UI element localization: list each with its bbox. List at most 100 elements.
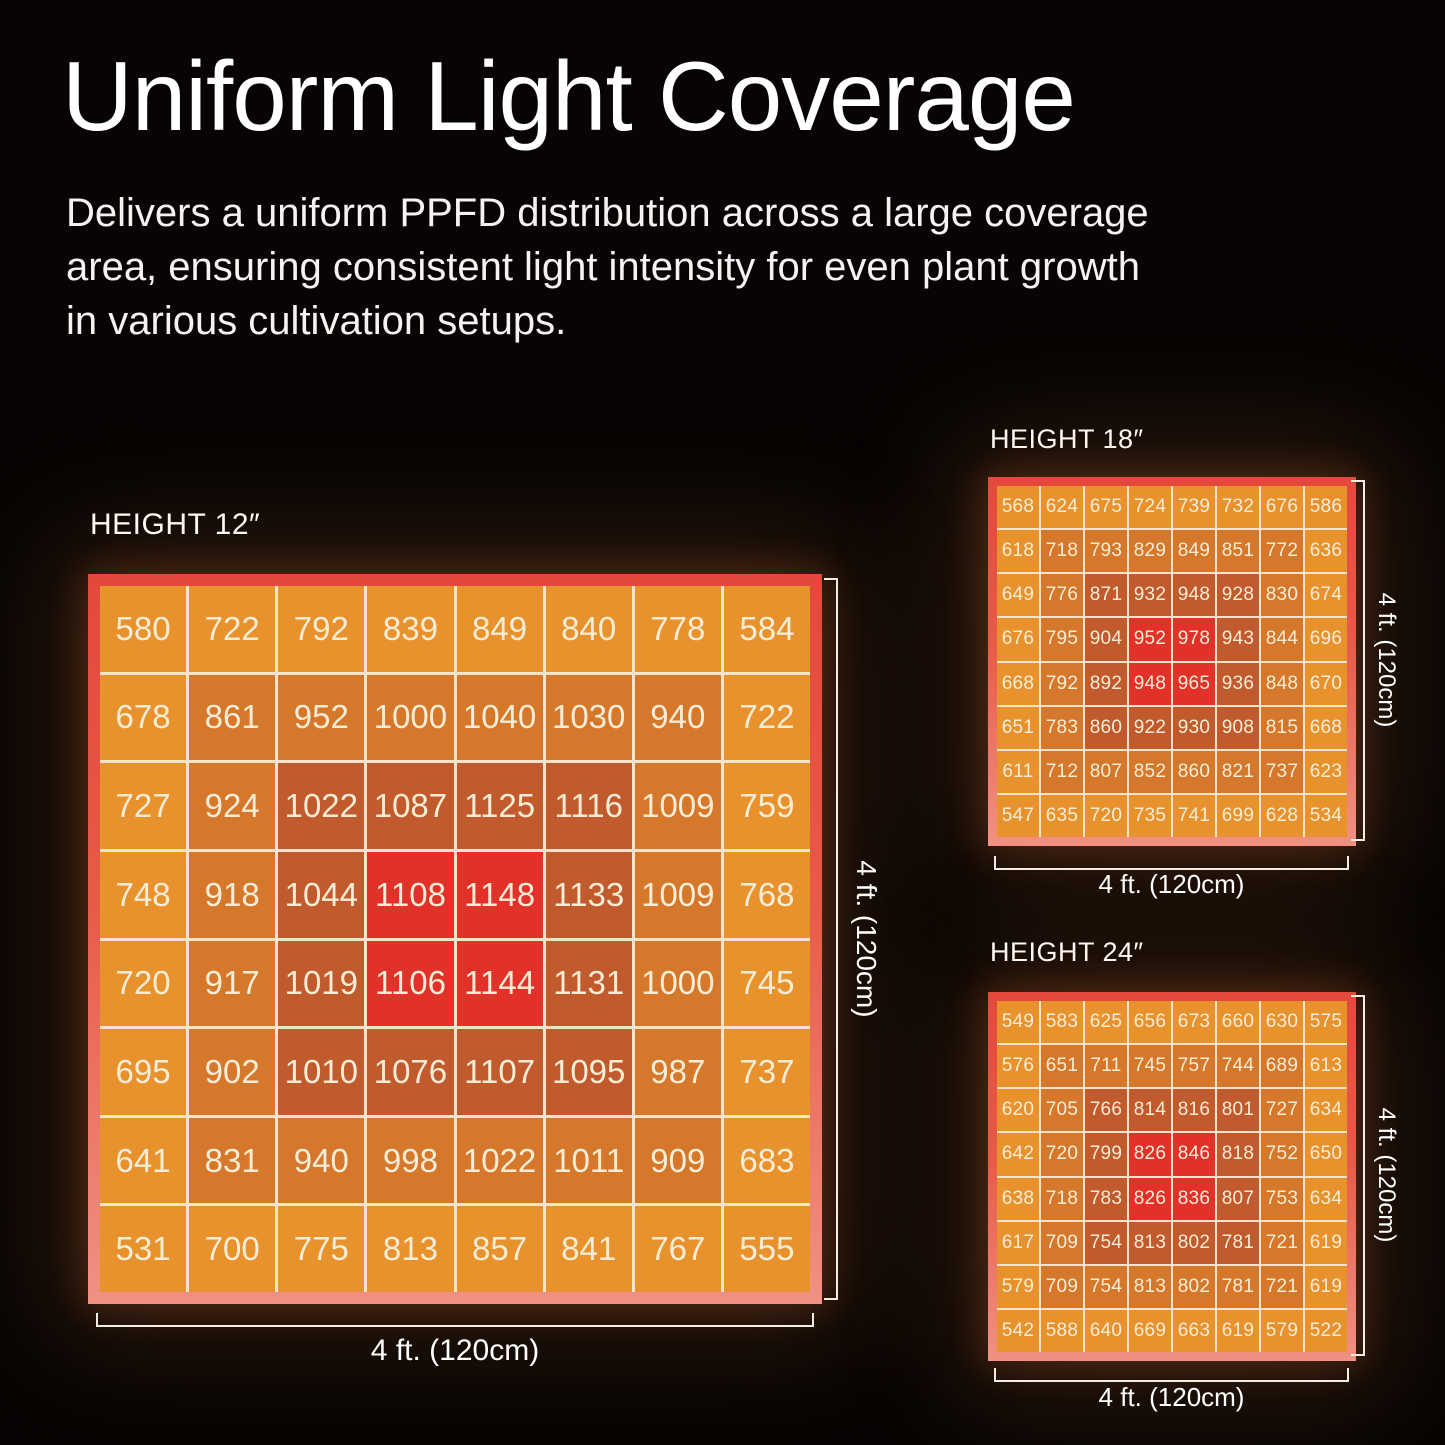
ppfd-cell: 737 (1261, 750, 1303, 793)
ppfd-cell: 579 (997, 1265, 1039, 1308)
ppfd-cell: 619 (1305, 1265, 1347, 1308)
ppfd-cell: 727 (100, 763, 187, 849)
ppfd-cell: 676 (1261, 486, 1303, 529)
ppfd-cell: 660 (1217, 1001, 1259, 1044)
ppfd-cell: 772 (1261, 530, 1303, 573)
ppfd-cell: 676 (997, 618, 1039, 661)
ppfd-cell: 766 (1085, 1089, 1127, 1132)
ppfd-cell: 1022 (278, 763, 365, 849)
ppfd-cell: 711 (1085, 1045, 1127, 1088)
ppfd-cell: 1019 (278, 940, 365, 1027)
ppfd-cell: 634 (1305, 1177, 1347, 1220)
ppfd-grid-height-18: 568 624 675 724 739 732 676 586 618 718 793 829 849 8… (997, 486, 1347, 837)
ppfd-cell: 699 (1217, 794, 1259, 837)
ppfd-cell: 721 (1261, 1265, 1303, 1308)
ppfd-cell: 668 (1305, 706, 1347, 749)
ppfd-cell: 932 (1129, 574, 1171, 617)
ppfd-cell: 948 (1129, 662, 1171, 705)
ppfd-cell: 613 (1305, 1045, 1347, 1088)
ppfd-cell: 776 (1041, 574, 1083, 617)
ppfd-cell: 846 (1173, 1133, 1215, 1176)
ppfd-cell: 917 (189, 940, 276, 1027)
ppfd-cell: 745 (1129, 1045, 1171, 1088)
height-dimension-label: 4 ft. (120cm) (851, 860, 882, 1018)
ppfd-cell: 663 (1173, 1309, 1215, 1352)
ppfd-cell: 674 (1305, 574, 1347, 617)
ppfd-cell: 695 (100, 1029, 187, 1115)
ppfd-cell: 861 (189, 674, 276, 761)
ppfd-cell: 909 (634, 1117, 721, 1204)
heatmap-frame-height-12: 580 722 792 839 849 840 778 584 678 861 952 1000 104… (88, 574, 822, 1304)
ppfd-cell: 841 (545, 1206, 632, 1292)
ppfd-cell: 651 (997, 706, 1039, 749)
ppfd-cell: 720 (1085, 794, 1127, 837)
ppfd-grid-height-12: 580 722 792 839 849 840 778 584 678 861 952 1000 104… (100, 586, 810, 1292)
ppfd-cell: 584 (723, 586, 810, 672)
ppfd-cell: 650 (1305, 1133, 1347, 1176)
ppfd-cell: 801 (1217, 1089, 1259, 1132)
ppfd-cell: 640 (1085, 1309, 1127, 1352)
description-line: area, ensuring consistent light intensit… (66, 245, 1140, 289)
ppfd-cell: 795 (1041, 618, 1083, 661)
ppfd-cell: 930 (1173, 706, 1215, 749)
ppfd-cell: 816 (1173, 1089, 1215, 1132)
ppfd-cell: 1095 (545, 1029, 632, 1115)
ppfd-cell: 1148 (456, 851, 543, 938)
width-dimension-bracket (994, 856, 1349, 870)
ppfd-cell: 745 (723, 940, 810, 1027)
ppfd-cell: 737 (723, 1029, 810, 1115)
ppfd-cell: 781 (1217, 1221, 1259, 1264)
ppfd-cell: 588 (1041, 1309, 1083, 1352)
ppfd-cell: 1116 (545, 763, 632, 849)
ppfd-cell: 924 (189, 763, 276, 849)
ppfd-cell: 735 (1129, 794, 1171, 837)
ppfd-cell: 908 (1217, 706, 1259, 749)
ppfd-cell: 744 (1217, 1045, 1259, 1088)
ppfd-cell: 568 (997, 486, 1039, 529)
heatmap-frame-height-24: 549 583 625 656 673 660 630 575 576 651 711 745 757 7… (988, 992, 1356, 1361)
ppfd-cell: 1000 (634, 940, 721, 1027)
ppfd-cell: 630 (1261, 1001, 1303, 1044)
ppfd-cell: 1131 (545, 940, 632, 1027)
ppfd-cell: 813 (1129, 1221, 1171, 1264)
ppfd-cell: 718 (1041, 1177, 1083, 1220)
ppfd-cell: 768 (723, 851, 810, 938)
description-line: in various cultivation setups. (66, 299, 567, 343)
ppfd-cell: 709 (1041, 1265, 1083, 1308)
ppfd-cell: 636 (1305, 530, 1347, 573)
ppfd-cell: 839 (367, 586, 454, 672)
ppfd-cell: 700 (189, 1206, 276, 1292)
ppfd-cell: 642 (997, 1133, 1039, 1176)
height-dimension-bracket (1351, 995, 1365, 1356)
ppfd-cell: 1044 (278, 851, 365, 938)
heatmap-frame-height-18: 568 624 675 724 739 732 676 586 618 718 793 829 849 8… (988, 477, 1356, 846)
ppfd-cell: 831 (189, 1117, 276, 1204)
height-dimension-bracket (824, 578, 838, 1300)
ppfd-cell: 624 (1041, 486, 1083, 529)
ppfd-cell: 792 (278, 586, 365, 672)
ppfd-cell: 813 (367, 1206, 454, 1292)
ppfd-cell: 836 (1173, 1177, 1215, 1220)
ppfd-cell: 579 (1261, 1309, 1303, 1352)
ppfd-cell: 1009 (634, 851, 721, 938)
ppfd-cell: 576 (997, 1045, 1039, 1088)
ppfd-cell: 1107 (456, 1029, 543, 1115)
ppfd-cell: 623 (1305, 750, 1347, 793)
ppfd-cell: 753 (1261, 1177, 1303, 1220)
ppfd-cell: 952 (278, 674, 365, 761)
ppfd-cell: 675 (1085, 486, 1127, 529)
ppfd-cell: 718 (1041, 530, 1083, 573)
ppfd-cell: 732 (1217, 486, 1259, 529)
ppfd-cell: 628 (1261, 794, 1303, 837)
ppfd-cell: 892 (1085, 662, 1127, 705)
ppfd-cell: 814 (1129, 1089, 1171, 1132)
ppfd-cell: 670 (1305, 662, 1347, 705)
width-dimension-bracket (96, 1313, 814, 1327)
ppfd-cell: 619 (1305, 1221, 1347, 1264)
ppfd-cell: 813 (1129, 1265, 1171, 1308)
ppfd-cell: 826 (1129, 1177, 1171, 1220)
ppfd-cell: 709 (1041, 1221, 1083, 1264)
ppfd-cell: 948 (1173, 574, 1215, 617)
ppfd-cell: 1087 (367, 763, 454, 849)
ppfd-cell: 547 (997, 794, 1039, 837)
